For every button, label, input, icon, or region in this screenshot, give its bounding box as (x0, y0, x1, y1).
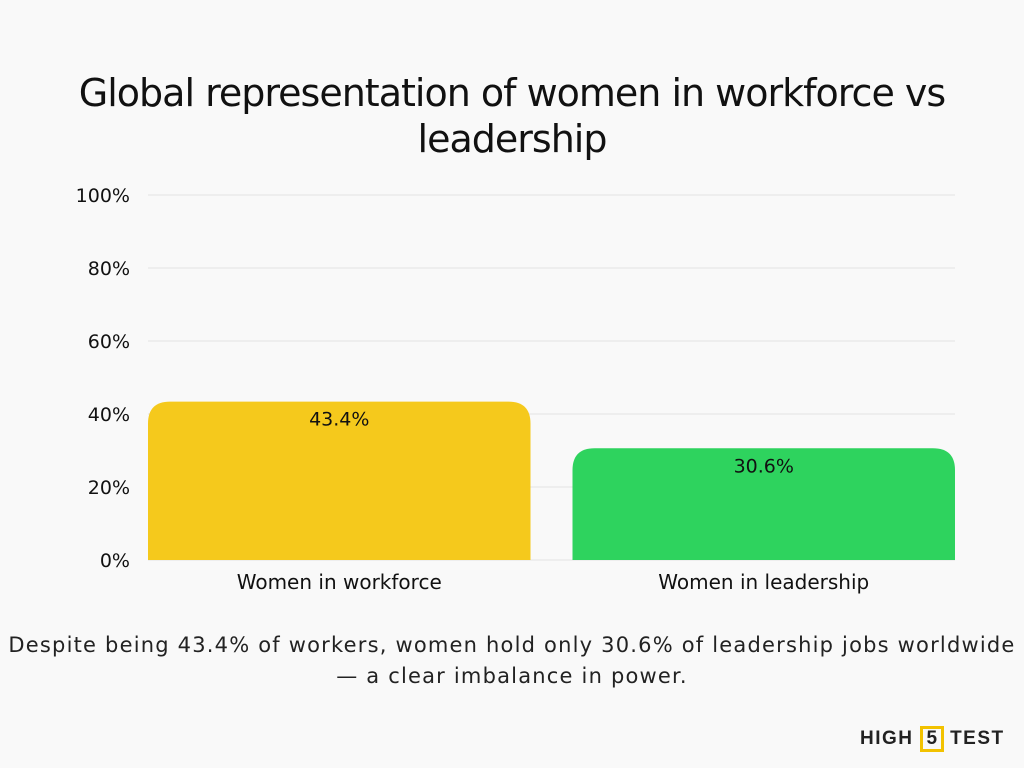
x-tick-label: Women in leadership (658, 570, 869, 594)
logo-number-box: 5 (919, 726, 945, 752)
bar (572, 448, 955, 560)
y-tick-label: 20% (88, 477, 130, 499)
y-tick-label: 40% (88, 404, 130, 426)
y-tick-label: 60% (88, 331, 130, 353)
y-tick-label: 80% (88, 258, 130, 280)
logo-text-right: TEST (950, 728, 1005, 749)
data-label: 30.6% (734, 455, 794, 477)
bar (148, 401, 531, 560)
y-tick-label: 0% (100, 550, 130, 572)
data-label: 43.4% (309, 409, 369, 431)
x-tick-label: Women in workforce (237, 570, 442, 594)
chart-caption: Despite being 43.4% of workers, women ho… (8, 633, 1016, 688)
logo-text-left: HIGH (860, 728, 914, 749)
y-tick-label: 100% (76, 185, 130, 207)
chart-title: Global representation of women in workfo… (78, 71, 946, 161)
brand-logo: HIGH 5 TEST (860, 726, 1005, 752)
